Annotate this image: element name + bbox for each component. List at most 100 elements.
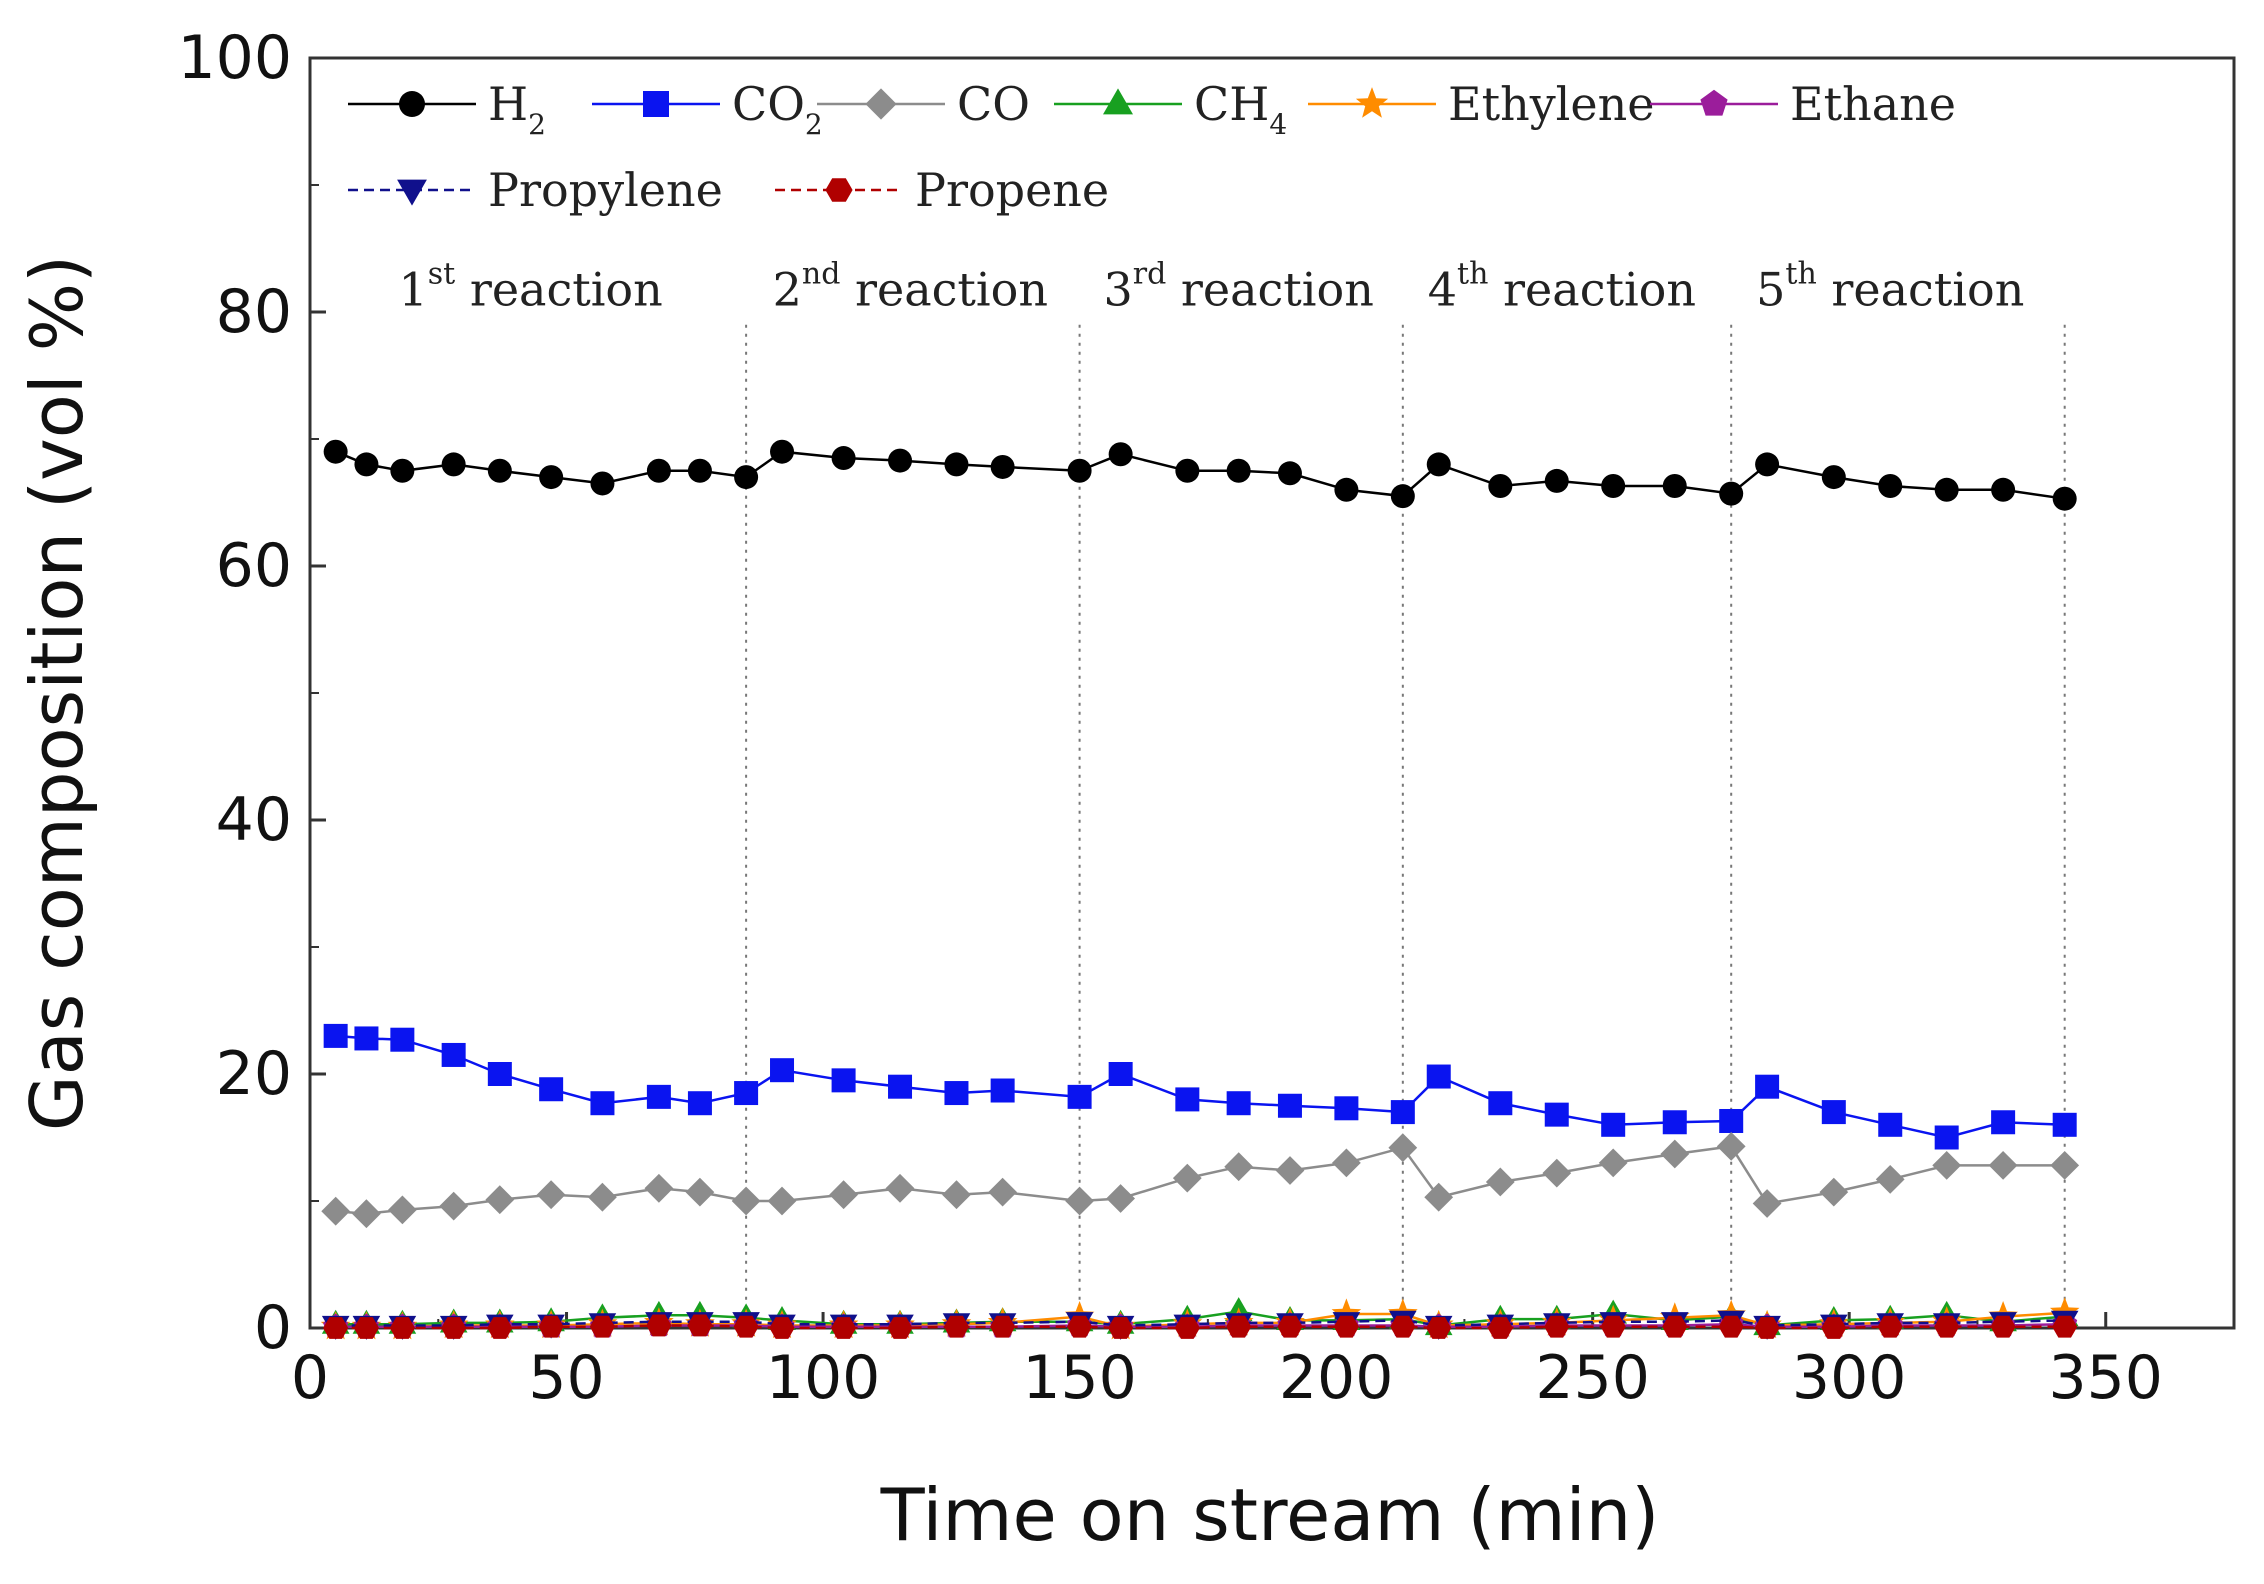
data-point: [644, 1173, 674, 1203]
legend-item-h2: H2: [348, 77, 546, 141]
data-point: [1934, 1125, 1959, 1150]
data-point: [733, 1315, 759, 1338]
data-point: [1067, 1084, 1092, 1109]
legend-label: CO2: [732, 77, 823, 141]
x-tick-label: 200: [1279, 1343, 1394, 1413]
data-point: [1067, 458, 1092, 483]
data-point: [1991, 477, 2016, 502]
data-point: [2050, 1151, 2080, 1180]
data-point: [944, 452, 969, 477]
reaction-label: 3rd reaction: [1103, 257, 1373, 317]
legend-marker: [397, 179, 427, 206]
reaction-word: reaction: [1817, 263, 2025, 317]
data-point: [685, 1177, 715, 1207]
reaction-ordinal: nd: [802, 257, 841, 292]
data-point: [487, 1062, 512, 1086]
data-point: [943, 1315, 970, 1338]
data-point: [1277, 1093, 1302, 1118]
data-point: [1601, 1112, 1626, 1137]
data-point: [538, 1315, 564, 1338]
data-point: [944, 1081, 969, 1106]
data-point: [1390, 484, 1415, 509]
data-point: [1224, 1152, 1254, 1182]
reaction-word: reaction: [455, 263, 663, 317]
legend-label: Propene: [915, 163, 1109, 217]
data-point: [323, 439, 348, 464]
x-tick-label: 50: [528, 1343, 604, 1413]
series-co2: [323, 1023, 2077, 1150]
data-point: [1662, 1110, 1687, 1135]
reaction-label: 2nd reaction: [773, 257, 1048, 317]
legend-item-ethane: Ethane: [1650, 77, 1956, 131]
data-point: [1277, 1315, 1303, 1338]
series-propene: [323, 1314, 2078, 1339]
reaction-label: 5th reaction: [1756, 257, 2024, 317]
data-point: [1426, 1064, 1451, 1089]
data-point: [354, 1026, 379, 1051]
data-point: [539, 465, 564, 490]
legend-item-ch4: CH4: [1054, 77, 1287, 141]
x-tick-label: 0: [291, 1343, 329, 1413]
data-point: [831, 446, 856, 471]
data-point: [1991, 1110, 2016, 1135]
series-co: [321, 1132, 2080, 1229]
data-point: [1542, 1158, 1572, 1188]
data-point: [1716, 1132, 1746, 1161]
reaction-ordinal: rd: [1133, 257, 1167, 292]
data-point: [1108, 442, 1133, 467]
legend-item-propylene: Propylene: [348, 163, 723, 217]
legend-marker: [399, 91, 425, 117]
data-point: [990, 454, 1015, 479]
data-point: [1821, 1317, 1847, 1339]
data-point: [323, 1317, 349, 1339]
data-point: [1065, 1186, 1094, 1216]
legend-label: Ethylene: [1448, 77, 1654, 131]
data-point: [1877, 1315, 1903, 1338]
legend-label-main: Ethane: [1790, 77, 1956, 131]
reaction-number: 1: [398, 263, 427, 317]
y-tick-label: 0: [254, 1293, 292, 1363]
data-point: [1390, 1100, 1415, 1125]
series-h2: [323, 439, 2077, 511]
legend-marker: [1700, 89, 1728, 116]
data-point: [1488, 1091, 1513, 1116]
data-point: [888, 1074, 913, 1099]
data-point: [1878, 473, 1903, 498]
data-point: [487, 458, 512, 483]
y-tick-label: 60: [216, 531, 292, 601]
data-point: [1878, 1112, 1903, 1137]
data-point: [1819, 1177, 1849, 1207]
data-point: [1934, 477, 1959, 502]
data-point: [1334, 477, 1359, 502]
data-point: [441, 1042, 466, 1067]
reaction-number: 3: [1103, 263, 1132, 317]
reaction-ordinal: th: [1785, 257, 1816, 292]
reaction-number: 4: [1428, 263, 1457, 317]
data-point: [1226, 458, 1251, 483]
data-point: [734, 1081, 759, 1106]
data-point: [485, 1185, 515, 1215]
data-point: [770, 1058, 795, 1083]
data-point: [388, 1195, 417, 1225]
data-point: [1601, 473, 1626, 498]
data-point: [1226, 1315, 1252, 1338]
data-point: [439, 1191, 469, 1221]
data-point: [687, 1091, 712, 1116]
data-point: [731, 1186, 761, 1216]
data-point: [1390, 1315, 1416, 1338]
data-point: [1934, 1315, 1960, 1338]
data-point: [1487, 1317, 1513, 1339]
legend-item-co2: CO2: [592, 77, 823, 141]
data-point: [1332, 1148, 1361, 1178]
legend-label: H2: [488, 77, 546, 141]
reaction-word: reaction: [1166, 263, 1374, 317]
series-line: [335, 1145, 2065, 1215]
data-point: [1600, 1315, 1626, 1338]
data-point: [352, 1199, 381, 1229]
x-tick-label: 150: [1022, 1343, 1137, 1413]
data-point: [441, 452, 466, 477]
data-point: [1277, 461, 1302, 486]
legend-marker: [1355, 87, 1389, 118]
series-line: [335, 1324, 2065, 1330]
